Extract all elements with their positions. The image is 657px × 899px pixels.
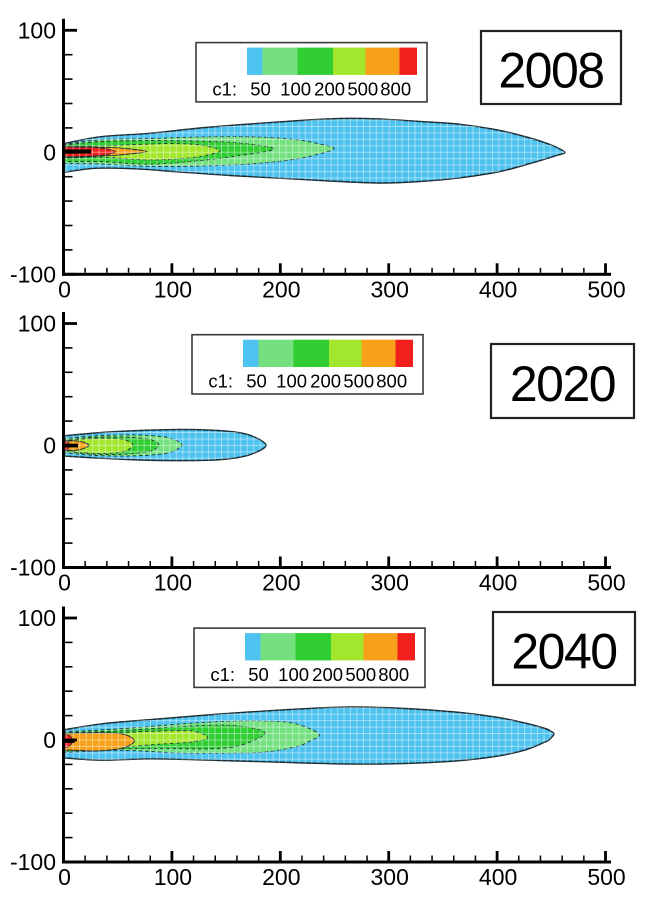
svg-text:100: 100 xyxy=(276,371,307,392)
svg-text:2020: 2020 xyxy=(510,356,615,412)
svg-text:500: 500 xyxy=(345,664,376,685)
svg-text:0: 0 xyxy=(43,433,56,459)
svg-text:-100: -100 xyxy=(10,261,56,287)
svg-text:100: 100 xyxy=(154,570,192,596)
svg-text:500: 500 xyxy=(587,570,625,596)
svg-text:500: 500 xyxy=(587,276,625,302)
svg-text:800: 800 xyxy=(378,664,409,685)
svg-text:50: 50 xyxy=(250,79,271,100)
svg-text:500: 500 xyxy=(343,371,374,392)
svg-text:c1:: c1: xyxy=(210,664,235,685)
svg-text:100: 100 xyxy=(278,664,309,685)
svg-text:200: 200 xyxy=(262,864,300,890)
svg-text:500: 500 xyxy=(587,864,625,890)
svg-text:300: 300 xyxy=(371,864,409,890)
svg-text:200: 200 xyxy=(262,276,300,302)
svg-text:200: 200 xyxy=(310,371,341,392)
svg-text:800: 800 xyxy=(380,79,411,100)
svg-text:0: 0 xyxy=(43,727,56,753)
svg-text:c1:: c1: xyxy=(212,79,237,100)
svg-text:100: 100 xyxy=(154,276,192,302)
svg-text:50: 50 xyxy=(246,371,267,392)
svg-text:-100: -100 xyxy=(10,555,56,581)
svg-text:2040: 2040 xyxy=(511,624,616,680)
svg-text:2008: 2008 xyxy=(498,43,603,99)
svg-text:0: 0 xyxy=(58,864,71,890)
svg-text:400: 400 xyxy=(479,864,517,890)
svg-text:100: 100 xyxy=(18,605,56,631)
svg-text:100: 100 xyxy=(18,311,56,337)
svg-text:200: 200 xyxy=(312,664,343,685)
svg-text:0: 0 xyxy=(58,276,71,302)
svg-text:100: 100 xyxy=(18,17,56,43)
svg-text:c1:: c1: xyxy=(208,371,233,392)
svg-text:-100: -100 xyxy=(10,849,56,875)
svg-text:400: 400 xyxy=(479,570,517,596)
svg-text:300: 300 xyxy=(371,276,409,302)
svg-text:100: 100 xyxy=(280,79,311,100)
svg-text:50: 50 xyxy=(248,664,269,685)
svg-text:0: 0 xyxy=(58,570,71,596)
svg-text:100: 100 xyxy=(154,864,192,890)
svg-text:500: 500 xyxy=(347,79,378,100)
svg-text:200: 200 xyxy=(262,570,300,596)
svg-text:200: 200 xyxy=(314,79,345,100)
svg-text:400: 400 xyxy=(479,276,517,302)
svg-text:0: 0 xyxy=(43,139,56,165)
svg-text:300: 300 xyxy=(371,570,409,596)
svg-text:800: 800 xyxy=(376,371,407,392)
